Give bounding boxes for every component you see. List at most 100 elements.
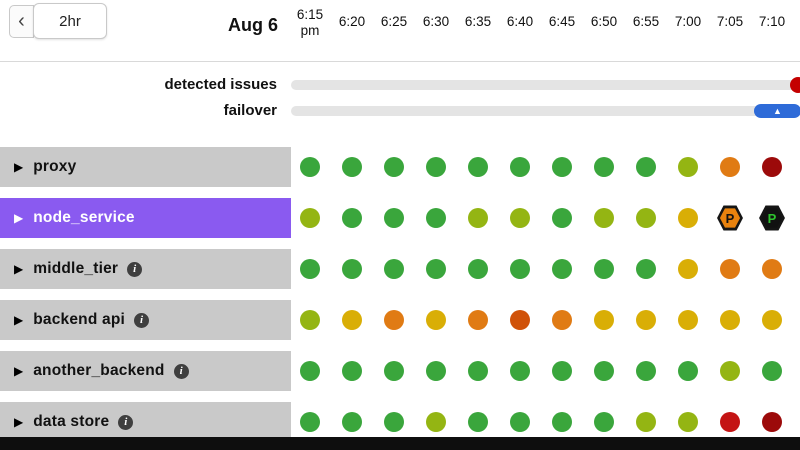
status-dot[interactable]	[678, 208, 698, 228]
status-dot[interactable]	[636, 361, 656, 381]
status-dot[interactable]	[510, 310, 530, 330]
status-dot[interactable]	[594, 361, 614, 381]
status-dot[interactable]	[426, 361, 446, 381]
status-dot[interactable]	[426, 208, 446, 228]
status-dot[interactable]	[384, 157, 404, 177]
failover-marker[interactable]: ▲	[754, 104, 800, 118]
expand-arrow-icon[interactable]: ▶	[14, 313, 24, 327]
status-dot[interactable]	[510, 157, 530, 177]
status-dot[interactable]	[342, 157, 362, 177]
expand-arrow-icon[interactable]: ▶	[14, 364, 24, 378]
service-header-node_service[interactable]: ▶ node_service	[0, 198, 291, 238]
status-dot[interactable]	[426, 259, 446, 279]
detected-issues-track[interactable]	[291, 77, 800, 93]
status-dot[interactable]	[384, 310, 404, 330]
info-icon[interactable]: i	[118, 414, 134, 430]
status-dot[interactable]	[300, 361, 320, 381]
status-dot[interactable]	[342, 208, 362, 228]
status-dot[interactable]	[342, 361, 362, 381]
failover-track[interactable]: ▲	[291, 104, 800, 118]
status-dot[interactable]	[720, 310, 740, 330]
status-dot[interactable]	[678, 361, 698, 381]
status-dot[interactable]	[468, 310, 488, 330]
status-dot[interactable]	[384, 259, 404, 279]
status-dot[interactable]	[594, 208, 614, 228]
status-dot[interactable]	[552, 208, 572, 228]
status-dot[interactable]	[426, 157, 446, 177]
service-header-data-store[interactable]: ▶ data store i	[0, 402, 291, 442]
status-dot[interactable]	[552, 361, 572, 381]
service-header-proxy[interactable]: ▶ proxy	[0, 147, 291, 187]
status-dot[interactable]	[342, 259, 362, 279]
status-dot[interactable]	[426, 310, 446, 330]
status-dot[interactable]	[720, 361, 740, 381]
status-dot[interactable]	[720, 412, 740, 432]
status-dot[interactable]	[426, 412, 446, 432]
status-badge[interactable]: P	[759, 205, 786, 231]
status-dot[interactable]	[510, 208, 530, 228]
service-header-middle_tier[interactable]: ▶ middle_tier i	[0, 249, 291, 289]
status-dot[interactable]	[300, 310, 320, 330]
timeline-tick: 6:15 pm	[296, 7, 324, 38]
status-dot[interactable]	[384, 412, 404, 432]
status-dot[interactable]	[720, 157, 740, 177]
status-dot[interactable]	[510, 259, 530, 279]
expand-arrow-icon[interactable]: ▶	[14, 211, 24, 225]
timeline-tick: 6:40	[506, 14, 534, 29]
service-label: data store	[33, 413, 110, 430]
status-dot[interactable]	[384, 208, 404, 228]
status-dot[interactable]	[594, 310, 614, 330]
expand-arrow-icon[interactable]: ▶	[14, 160, 24, 174]
status-dot[interactable]	[678, 310, 698, 330]
status-dot[interactable]	[468, 208, 488, 228]
status-dot[interactable]	[342, 310, 362, 330]
info-icon[interactable]: i	[127, 261, 143, 277]
info-icon[interactable]: i	[134, 312, 150, 328]
status-dot[interactable]	[552, 259, 572, 279]
status-dot[interactable]	[300, 208, 320, 228]
status-dot[interactable]	[552, 412, 572, 432]
service-header-backend-api[interactable]: ▶ backend api i	[0, 300, 291, 340]
status-dot[interactable]	[510, 361, 530, 381]
status-dot[interactable]	[300, 412, 320, 432]
status-dot[interactable]	[636, 208, 656, 228]
service-label: another_backend	[33, 362, 165, 379]
status-dot[interactable]	[468, 157, 488, 177]
status-badge[interactable]: P	[717, 205, 744, 231]
timeline-tick: 6:55	[632, 14, 660, 29]
status-dot[interactable]	[762, 157, 782, 177]
status-dot[interactable]	[594, 412, 614, 432]
status-dot[interactable]	[636, 412, 656, 432]
expand-arrow-icon[interactable]: ▶	[14, 415, 24, 429]
status-dot[interactable]	[762, 310, 782, 330]
expand-arrow-icon[interactable]: ▶	[14, 262, 24, 276]
status-dot[interactable]	[384, 361, 404, 381]
status-dot[interactable]	[552, 157, 572, 177]
status-dot[interactable]	[636, 310, 656, 330]
status-dot[interactable]	[636, 157, 656, 177]
info-icon[interactable]: i	[173, 363, 189, 379]
status-dot[interactable]	[678, 259, 698, 279]
status-dot[interactable]	[342, 412, 362, 432]
status-dot[interactable]	[678, 412, 698, 432]
status-dot[interactable]	[552, 310, 572, 330]
status-dot[interactable]	[300, 157, 320, 177]
time-range-button[interactable]: 2hr	[33, 3, 107, 39]
status-dot[interactable]	[468, 412, 488, 432]
status-dot[interactable]	[678, 157, 698, 177]
status-dot[interactable]	[468, 259, 488, 279]
service-header-another_backend[interactable]: ▶ another_backend i	[0, 351, 291, 391]
back-button[interactable]: ‹	[9, 5, 34, 38]
status-dot[interactable]	[762, 361, 782, 381]
status-dot[interactable]	[300, 259, 320, 279]
status-dot[interactable]	[720, 259, 740, 279]
status-dot[interactable]	[762, 412, 782, 432]
status-dot[interactable]	[468, 361, 488, 381]
detected-issues-marker[interactable]	[790, 77, 800, 93]
status-dot[interactable]	[594, 259, 614, 279]
status-dot[interactable]	[636, 259, 656, 279]
status-dot[interactable]	[762, 259, 782, 279]
status-dot[interactable]	[594, 157, 614, 177]
status-dot[interactable]	[510, 412, 530, 432]
